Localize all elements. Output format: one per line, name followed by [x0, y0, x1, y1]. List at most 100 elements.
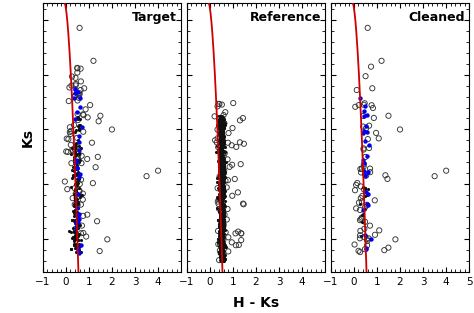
Point — [357, 196, 365, 201]
Point — [360, 113, 367, 118]
Point — [220, 168, 228, 173]
Point — [219, 164, 227, 169]
Point — [218, 144, 226, 149]
Point — [219, 117, 226, 122]
Point — [218, 159, 226, 164]
Point — [220, 171, 228, 176]
Point — [219, 123, 226, 128]
Point — [72, 220, 80, 225]
Point — [219, 243, 226, 248]
Point — [73, 219, 80, 224]
Point — [219, 124, 227, 129]
Point — [218, 170, 226, 175]
Point — [73, 180, 80, 185]
Point — [217, 158, 225, 163]
Point — [218, 141, 225, 146]
Point — [77, 237, 84, 242]
Point — [219, 193, 226, 198]
Point — [66, 125, 73, 130]
Point — [73, 195, 81, 200]
Point — [354, 181, 361, 186]
Point — [72, 75, 79, 80]
Point — [217, 158, 225, 163]
Point — [357, 95, 365, 100]
Point — [217, 184, 225, 189]
Point — [359, 157, 367, 162]
Point — [359, 208, 367, 213]
Point — [219, 185, 226, 190]
Point — [69, 208, 77, 213]
Point — [364, 136, 372, 141]
Point — [217, 253, 225, 258]
Point — [220, 207, 228, 212]
Point — [221, 203, 228, 208]
Point — [215, 240, 223, 245]
Point — [217, 234, 224, 239]
Point — [216, 197, 224, 202]
Point — [219, 218, 226, 223]
Point — [73, 212, 81, 217]
Point — [72, 217, 79, 222]
Point — [71, 243, 78, 248]
Point — [219, 158, 227, 163]
Point — [221, 252, 228, 257]
Point — [363, 202, 371, 207]
Point — [219, 230, 227, 235]
Point — [219, 133, 227, 138]
Point — [216, 233, 223, 238]
Point — [216, 128, 223, 133]
Point — [219, 182, 227, 187]
Point — [219, 255, 227, 260]
Point — [217, 258, 224, 263]
Point — [217, 155, 225, 160]
Point — [218, 202, 226, 207]
Point — [218, 228, 225, 233]
Point — [219, 250, 227, 255]
Point — [217, 136, 224, 141]
Point — [219, 181, 226, 186]
Point — [73, 231, 80, 236]
Point — [217, 223, 225, 228]
Point — [220, 212, 228, 217]
Point — [221, 243, 228, 248]
Point — [219, 116, 227, 121]
Point — [220, 168, 228, 173]
Point — [217, 127, 225, 132]
Point — [222, 230, 229, 235]
Point — [71, 145, 79, 150]
Point — [218, 230, 225, 235]
Point — [71, 202, 79, 207]
Point — [71, 168, 78, 173]
Point — [75, 186, 82, 191]
Point — [219, 233, 226, 239]
Point — [218, 239, 225, 244]
Point — [72, 117, 79, 122]
Point — [73, 166, 80, 171]
Point — [217, 248, 224, 253]
Point — [219, 238, 227, 243]
Point — [219, 221, 227, 226]
Point — [218, 252, 226, 257]
Point — [366, 170, 374, 175]
Point — [215, 114, 223, 119]
Point — [217, 137, 225, 142]
Point — [217, 183, 225, 188]
Point — [220, 171, 228, 176]
Point — [219, 219, 227, 224]
Point — [364, 203, 372, 208]
Point — [352, 206, 360, 211]
Point — [219, 131, 227, 136]
Point — [219, 217, 227, 222]
Point — [108, 127, 116, 132]
Point — [220, 221, 228, 226]
Point — [228, 126, 236, 131]
Point — [224, 140, 232, 145]
Point — [71, 208, 79, 213]
Point — [75, 92, 83, 97]
Point — [365, 169, 372, 174]
Point — [74, 238, 82, 243]
Point — [218, 239, 225, 244]
Point — [218, 221, 226, 226]
Point — [75, 139, 83, 144]
Point — [218, 238, 226, 243]
